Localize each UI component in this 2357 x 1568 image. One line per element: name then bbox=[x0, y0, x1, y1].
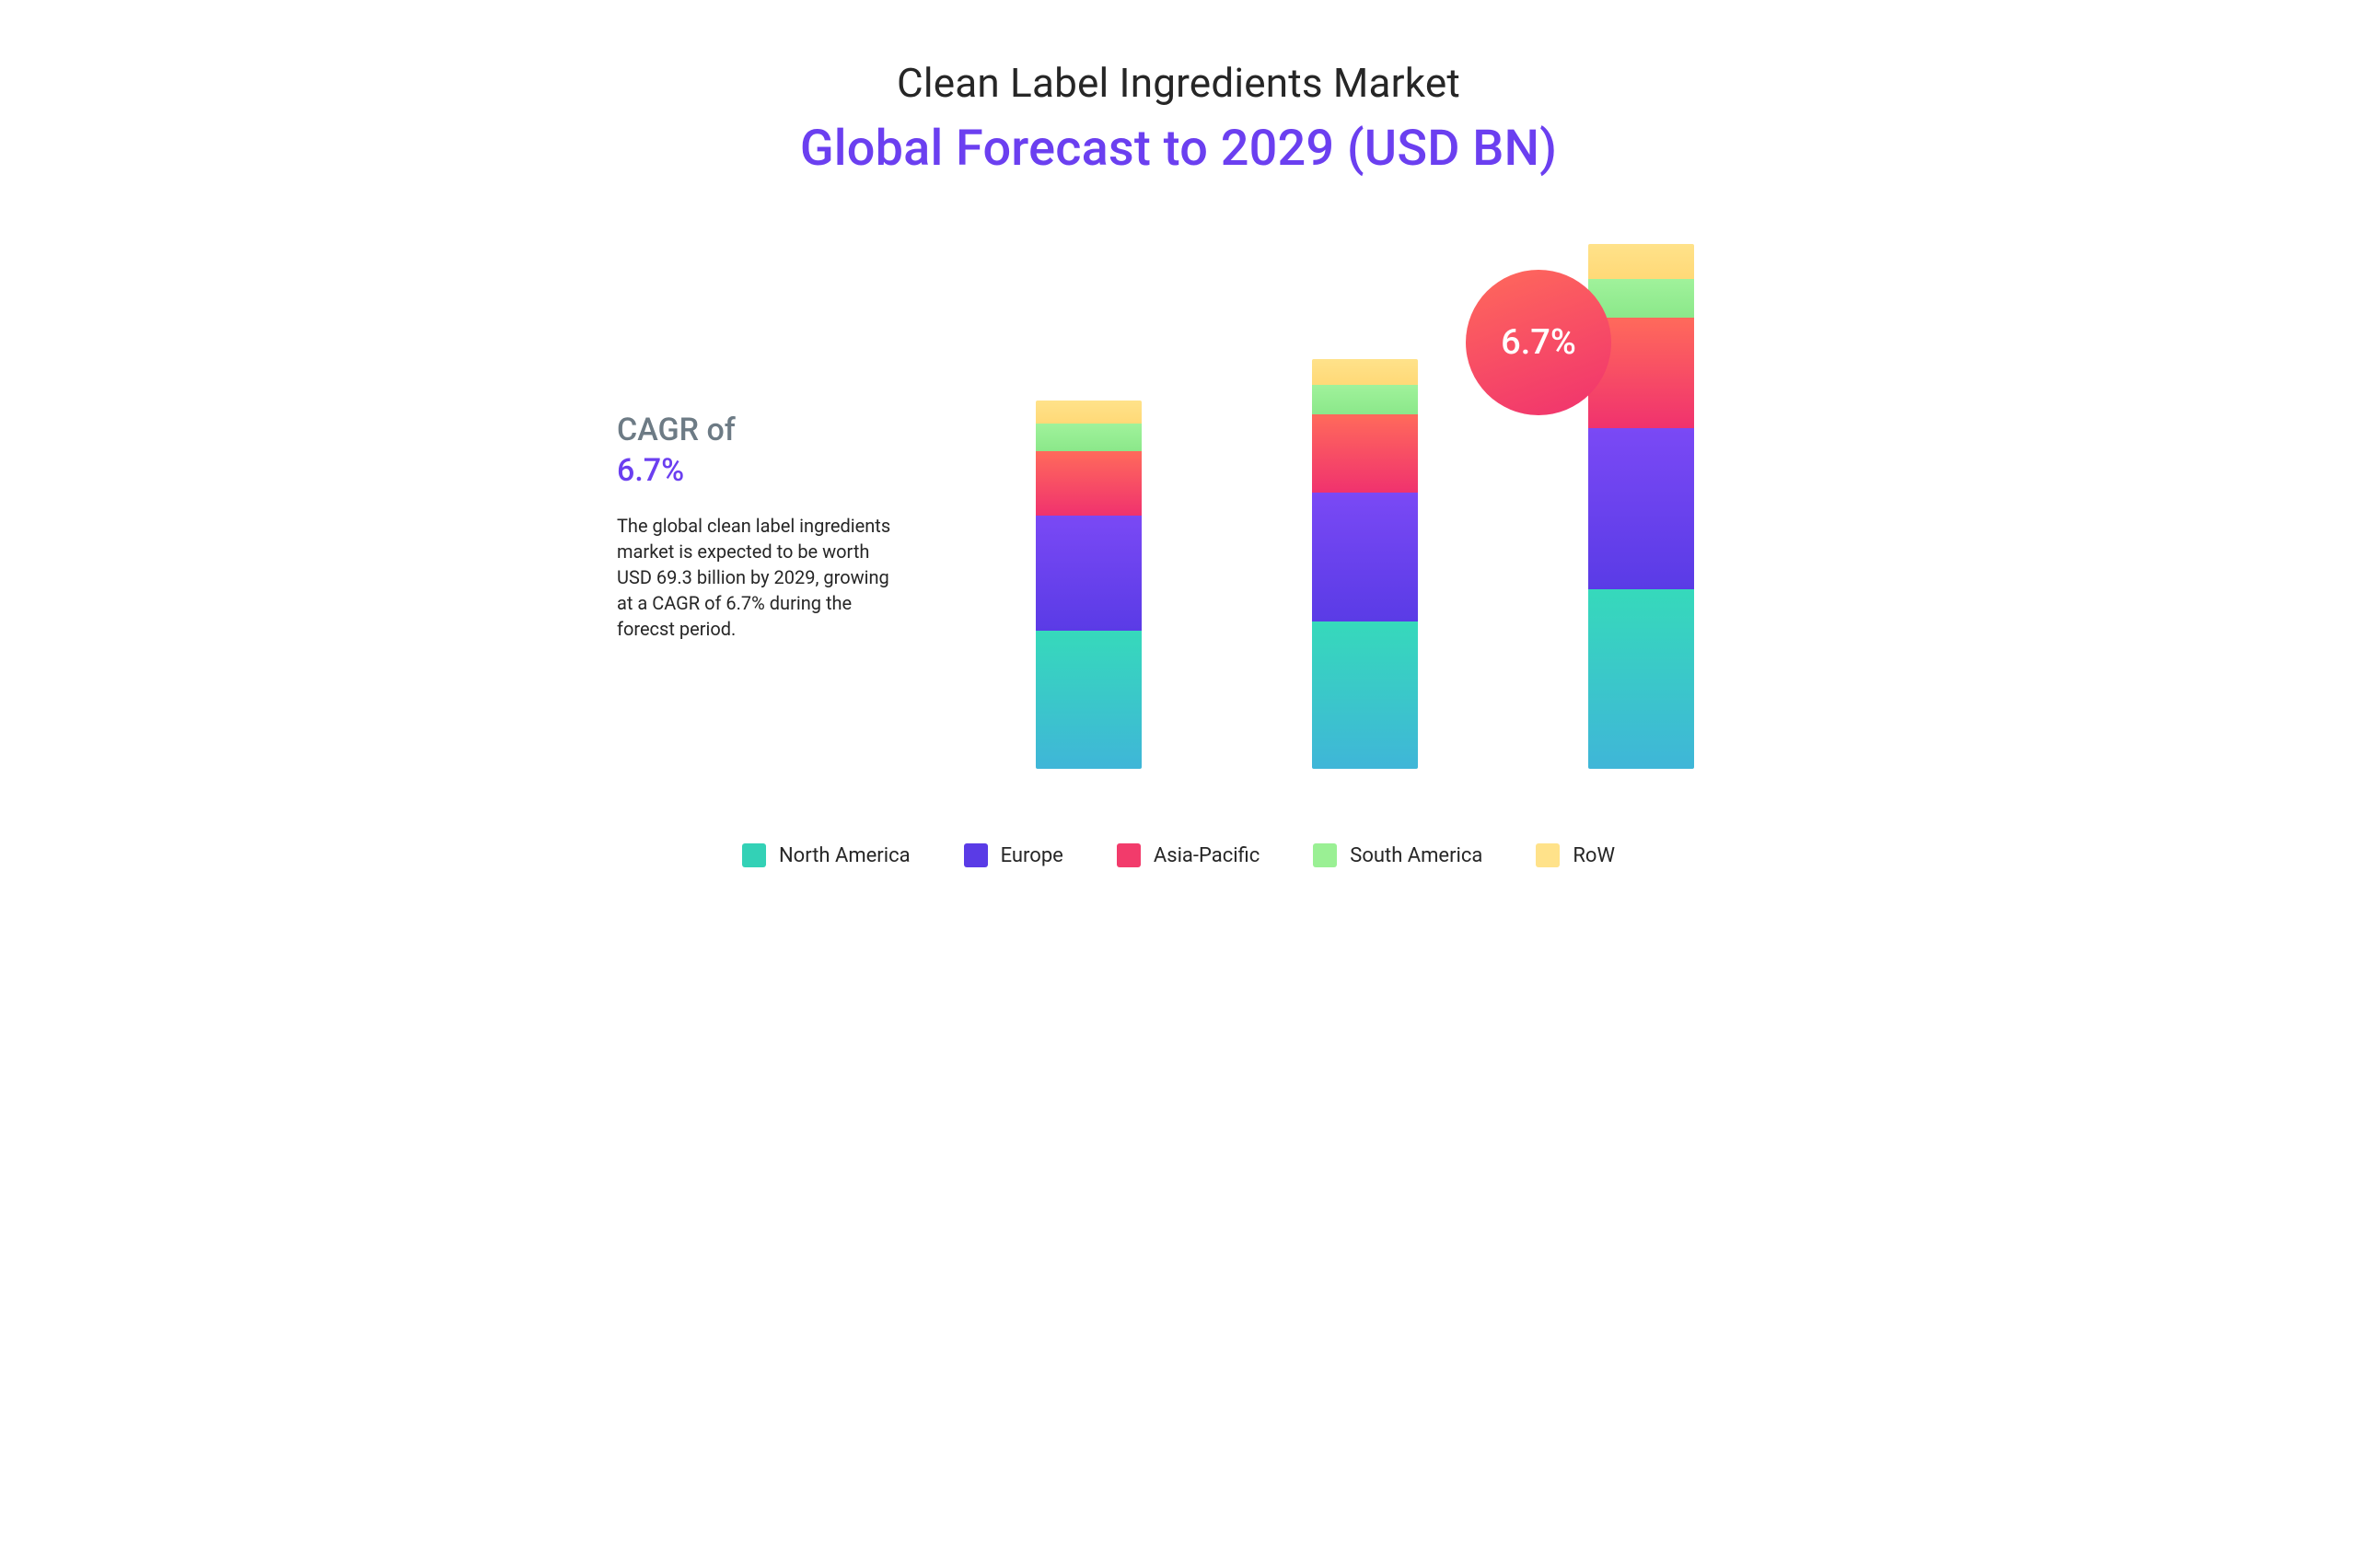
segment-south_america bbox=[1312, 385, 1418, 414]
cagr-label: CAGR of bbox=[617, 412, 893, 448]
segment-row bbox=[1312, 359, 1418, 385]
bar-0 bbox=[1036, 401, 1142, 769]
cagr-summary-block: CAGR of 6.7% The global clean label ingr… bbox=[617, 412, 893, 642]
legend-item-south_america: South America bbox=[1313, 843, 1482, 867]
legend-label-asia_pacific: Asia-Pacific bbox=[1154, 844, 1260, 867]
segment-asia_pacific bbox=[1312, 414, 1418, 493]
legend-item-north_america: North America bbox=[742, 843, 911, 867]
segment-row bbox=[1036, 401, 1142, 424]
legend-swatch-row bbox=[1536, 843, 1560, 867]
legend-item-europe: Europe bbox=[964, 843, 1063, 867]
legend-swatch-europe bbox=[964, 843, 988, 867]
chart-title-line2: Global Forecast to 2029 (USD BN) bbox=[471, 120, 1886, 178]
segment-north_america bbox=[1312, 621, 1418, 769]
segment-north_america bbox=[1036, 631, 1142, 769]
segment-row bbox=[1588, 244, 1694, 279]
segment-europe bbox=[1588, 428, 1694, 589]
segment-europe bbox=[1312, 493, 1418, 621]
chart-legend: North America Europe Asia-Pacific South Ame… bbox=[471, 843, 1886, 867]
segment-europe bbox=[1036, 516, 1142, 631]
legend-swatch-asia_pacific bbox=[1117, 843, 1141, 867]
stacked-bar-chart: 6.7% bbox=[950, 253, 1779, 769]
bar-1 bbox=[1312, 359, 1418, 769]
chart-title-line1: Clean Label Ingredients Market bbox=[471, 59, 1886, 107]
legend-label-south_america: South America bbox=[1350, 844, 1482, 867]
summary-body-text: The global clean label ingredients marke… bbox=[617, 513, 893, 642]
legend-label-europe: Europe bbox=[1001, 844, 1063, 867]
legend-swatch-north_america bbox=[742, 843, 766, 867]
cagr-badge: 6.7% bbox=[1466, 270, 1611, 415]
cagr-badge-text: 6.7% bbox=[1501, 322, 1576, 363]
legend-swatch-south_america bbox=[1313, 843, 1337, 867]
segment-asia_pacific bbox=[1036, 451, 1142, 516]
legend-label-north_america: North America bbox=[779, 844, 911, 867]
legend-label-row: RoW bbox=[1573, 844, 1615, 867]
legend-item-row: RoW bbox=[1536, 843, 1615, 867]
legend-item-asia_pacific: Asia-Pacific bbox=[1117, 843, 1260, 867]
cagr-value: 6.7% bbox=[617, 452, 893, 489]
segment-south_america bbox=[1036, 424, 1142, 451]
segment-north_america bbox=[1588, 589, 1694, 769]
